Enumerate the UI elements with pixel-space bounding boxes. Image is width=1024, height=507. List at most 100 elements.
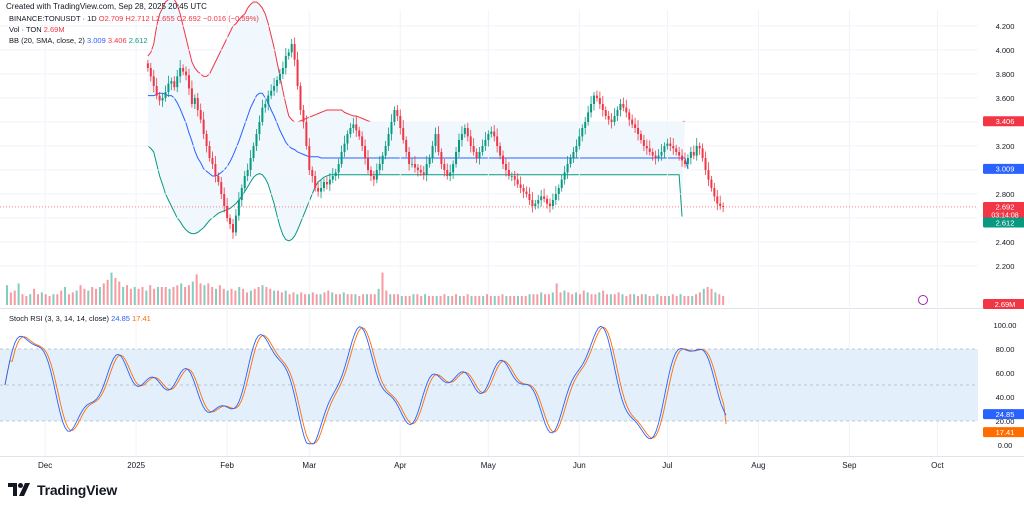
event-marker-icon[interactable] [918,295,928,305]
candle-body [384,146,387,156]
volume-bar [230,288,233,305]
x-tick-label: Oct [931,461,944,470]
volume-bar [613,294,616,305]
x-tick-label: Feb [220,461,234,470]
volume-bar [389,294,392,305]
volume-bar [474,296,477,305]
candle-body [205,134,208,146]
volume-bar [602,290,605,305]
candle-body [598,98,601,104]
candle-body [393,110,396,122]
legend-symbol[interactable]: BINANCE:TONUSDT · 1D [9,14,97,23]
candle-body [443,164,446,170]
volume-bar [691,296,694,305]
candle-body [648,148,651,152]
candle-body [290,44,293,53]
candle-body [173,81,176,88]
candle-body [396,110,399,116]
candle-body [581,128,584,137]
stoch-tick-label: 60.00 [996,369,1015,378]
volume-bar [315,294,318,305]
candle-body [258,122,261,134]
volume-bar [664,296,667,305]
candle-body [185,71,188,76]
candle-body [437,134,440,152]
volume-bar [172,287,175,305]
candle-body [590,104,593,113]
volume-bar [381,272,384,305]
candle-body [320,188,323,192]
legend-volume-row[interactable]: Vol · TON 2.69M [9,25,65,34]
volume-bar [13,290,16,305]
volume-bar [273,290,276,305]
candle-body [595,95,598,98]
volume-bar [83,288,86,305]
volume-bar [377,288,380,305]
candle-body [322,182,325,188]
price-tick-label: 4.200 [996,22,1015,31]
volume-bar [606,294,609,305]
volume-bar [396,294,399,305]
volume-bar [176,285,179,305]
volume-bar [366,294,369,305]
candle-body [560,179,563,188]
candle-body [466,128,469,137]
volume-bar [540,292,543,305]
candle-body [176,76,179,88]
badge-bb-lower-text: 2.612 [996,218,1015,227]
candle-body [683,160,686,164]
volume-bar [160,287,163,305]
volume-bar [516,296,519,305]
badge-last-price-text: 2.692 [996,202,1015,211]
price-tick-label: 3.200 [996,142,1015,151]
candle-body [287,52,290,56]
candles [146,37,725,239]
bb-basis-line [147,92,689,177]
candle-body [434,134,437,146]
candle-body [340,152,343,164]
legend-bb-upper: 3.406 [107,36,127,45]
price-tick-label: 2.800 [996,190,1015,199]
candle-body [317,188,320,192]
candle-body [701,148,704,158]
volume-bar [447,296,450,305]
volume-bar [95,288,98,305]
volume-bar [362,294,365,305]
legend-bb-row[interactable]: BB (20, SMA, close, 2) 3.009 3.406 2.612 [9,36,148,45]
tradingview-brand[interactable]: TradingView [8,481,117,499]
legend-stoch-d: 17.41 [132,314,151,323]
badge-stoch-k-text: 24.85 [996,410,1015,419]
volume-bar [478,296,481,305]
volume-bar [373,294,376,305]
candle-body [161,98,164,101]
candle-body [681,155,684,161]
volume-bar [29,294,32,305]
candle-body [234,215,237,233]
volume-bar [106,279,109,305]
legend-stoch-row[interactable]: Stoch RSI (3, 3, 14, 14, close) 24.85 17… [9,314,151,323]
candle-body [431,146,434,158]
volume-bar [149,285,152,305]
volume-bar [253,288,256,305]
stoch-tick-label: 80.00 [996,345,1015,354]
candle-body [425,164,428,175]
candle-body [428,158,431,164]
volume-bar [218,285,221,305]
candle-body [261,107,264,122]
volume-bar [222,288,225,305]
volume-bar [191,281,194,305]
candle-body [231,224,234,233]
volume-bar [439,296,442,305]
volume-bar [184,287,187,305]
candle-body [170,81,173,84]
candle-body [246,170,249,176]
volume-bar [87,290,90,305]
volume-bar [238,287,241,305]
candle-body [252,146,255,158]
legend-symbol-row[interactable]: BINANCE:TONUSDT · 1D O2.709 H2.712 L2.65… [9,14,259,23]
candle-body [722,206,725,207]
candle-body [672,146,675,149]
volume-bars [6,272,725,305]
